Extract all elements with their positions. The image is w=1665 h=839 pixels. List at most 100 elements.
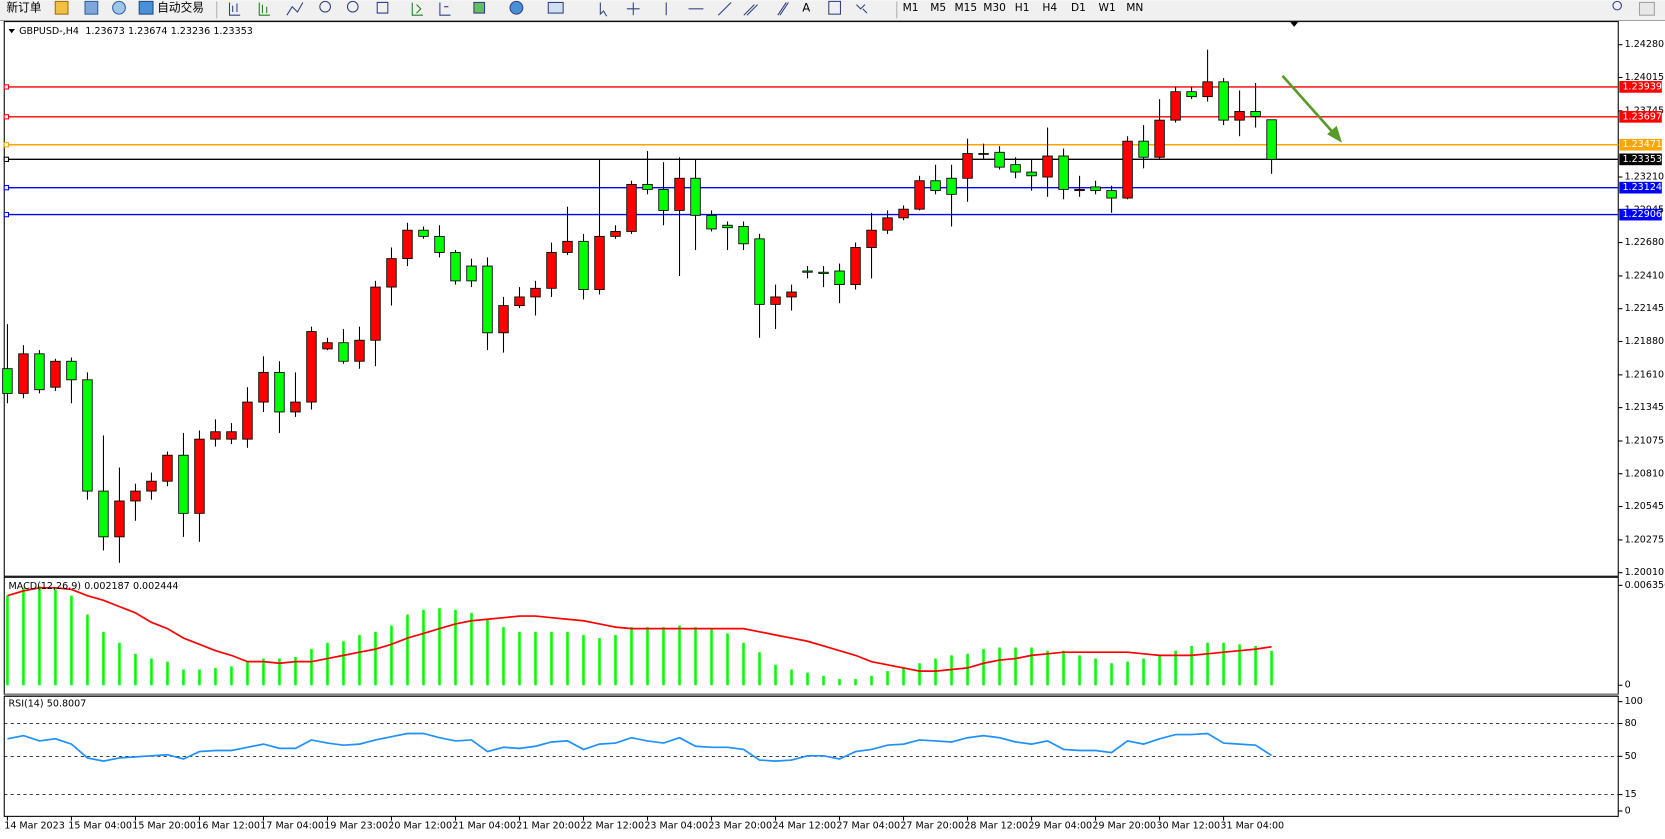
search-icon[interactable]: [1612, 0, 1622, 11]
candle-body: [994, 151, 1005, 168]
candle-body: [978, 153, 989, 155]
y-tick-label: 1.21345: [1625, 402, 1664, 413]
macd-bar: [1206, 642, 1209, 686]
macd-bar: [134, 653, 137, 686]
timeframe-button[interactable]: D1: [1071, 1, 1086, 14]
price-line-handle: [3, 142, 10, 148]
macd-bar: [1222, 642, 1225, 686]
macd-bar: [470, 612, 473, 686]
timeframe-button[interactable]: H1: [1015, 1, 1030, 14]
macd-bar: [1142, 658, 1145, 686]
macd-bar: [214, 667, 217, 686]
icon[interactable]: [112, 0, 126, 15]
arrow-tool[interactable]: [856, 4, 868, 14]
macd-bar: [374, 631, 377, 686]
y-tick-label: 1.22410: [1625, 270, 1664, 281]
label-tool[interactable]: [828, 0, 842, 15]
candle-body: [66, 360, 77, 381]
macd-bar: [22, 587, 25, 686]
price-line-handle: [3, 185, 10, 191]
y-tick-label: 1.24015: [1625, 72, 1664, 83]
timeframe-button[interactable]: M15: [955, 1, 978, 14]
macd-bar: [694, 627, 697, 686]
shift-marker: [1289, 21, 1299, 27]
auto-trading-button[interactable]: 自动交易: [157, 0, 204, 14]
timeframe-button[interactable]: MN: [1126, 1, 1143, 14]
macd-bar: [1046, 650, 1049, 686]
y-tick-label: 1.21880: [1625, 336, 1664, 347]
candle-body: [466, 265, 477, 282]
price-line-handle: [3, 114, 10, 120]
macd-bar: [342, 641, 345, 686]
x-tick-label: 30 Mar 12:00: [1156, 820, 1220, 831]
candle-body: [562, 240, 573, 253]
y-tick-label: 1.23745: [1625, 105, 1664, 116]
header-value: GBPUSD-,H4: [19, 26, 79, 37]
timeframe-button[interactable]: W1: [1099, 1, 1116, 14]
timeframe-button[interactable]: H4: [1042, 1, 1057, 14]
x-tick-label: 27 Mar 20:00: [900, 820, 964, 831]
candle-body: [1218, 81, 1229, 121]
macd-bar: [758, 652, 761, 686]
price-tag-bg: [1619, 208, 1662, 221]
x-tick-label: 15 Mar 20:00: [132, 820, 196, 831]
macd-bar: [662, 627, 665, 686]
timeframe-button[interactable]: M1: [903, 1, 919, 14]
y-tick-label: 1.20275: [1625, 534, 1664, 545]
macd-bar: [150, 658, 153, 686]
candle-body: [1266, 119, 1277, 160]
candle-body: [1074, 188, 1085, 192]
auto-trading-icon[interactable]: [138, 0, 154, 15]
header-value: 0.002444: [133, 580, 179, 591]
candle-body: [322, 342, 333, 350]
macd-bar: [1014, 647, 1017, 686]
price-tag-bg: [1619, 81, 1662, 93]
x-tick-label: 23 Mar 20:00: [708, 820, 772, 831]
macd-bar: [1158, 655, 1161, 686]
candle-body: [1186, 91, 1197, 98]
price-tag-bg: [1619, 138, 1662, 151]
macd-bar: [390, 625, 393, 686]
timeframe-button[interactable]: M30: [983, 1, 1006, 14]
y-tick-label: 50: [1625, 751, 1637, 762]
y-tick-label: 1.22680: [1625, 237, 1664, 248]
candle-body: [850, 247, 861, 286]
tool-icons[interactable]: [228, 0, 789, 17]
y-tick-label: 1.21610: [1625, 369, 1664, 380]
y-tick-label: 80: [1625, 718, 1637, 729]
new-order-button[interactable]: 新订单: [6, 0, 41, 14]
chart-header: GBPUSD-,H4 1.23673 1.23674 1.23236 1.23353: [19, 26, 253, 37]
chat-icon[interactable]: [1638, 1, 1655, 16]
timeframe-button[interactable]: M5: [930, 1, 946, 14]
price-tag-bg: [1619, 181, 1662, 194]
plot-layer: 1.242801.240151.237451.232101.229451.226…: [2, 26, 1665, 831]
macd-bar: [1270, 650, 1273, 686]
macd-bar: [38, 586, 41, 686]
macd-bar: [790, 669, 793, 686]
macd-bar: [6, 595, 9, 686]
toolbar-bg: [0, 0, 1665, 21]
y-tick-label: 1.24280: [1625, 39, 1664, 50]
macd-bar: [246, 661, 249, 686]
candle-body: [946, 177, 957, 195]
macd-bar: [486, 619, 489, 686]
candle-body: [706, 214, 717, 230]
text-tool[interactable]: A: [802, 0, 810, 14]
macd-bar: [1062, 650, 1065, 686]
candle-body: [722, 224, 733, 229]
macd-bar: [422, 609, 425, 686]
macd-bar: [710, 628, 713, 686]
macd-bar: [774, 664, 777, 686]
icon[interactable]: [54, 0, 69, 15]
candle-body: [482, 265, 493, 334]
candle-body: [818, 271, 829, 274]
candle-body: [1106, 190, 1117, 199]
price-tag: 1.22906: [1622, 209, 1661, 220]
icon[interactable]: [84, 0, 99, 15]
macd-bar: [1110, 663, 1113, 686]
macd-bar: [806, 672, 809, 686]
candle-body: [258, 371, 269, 403]
candle-body: [626, 184, 637, 232]
candle-body: [306, 331, 317, 403]
annotation-arrow: [1281, 74, 1342, 143]
